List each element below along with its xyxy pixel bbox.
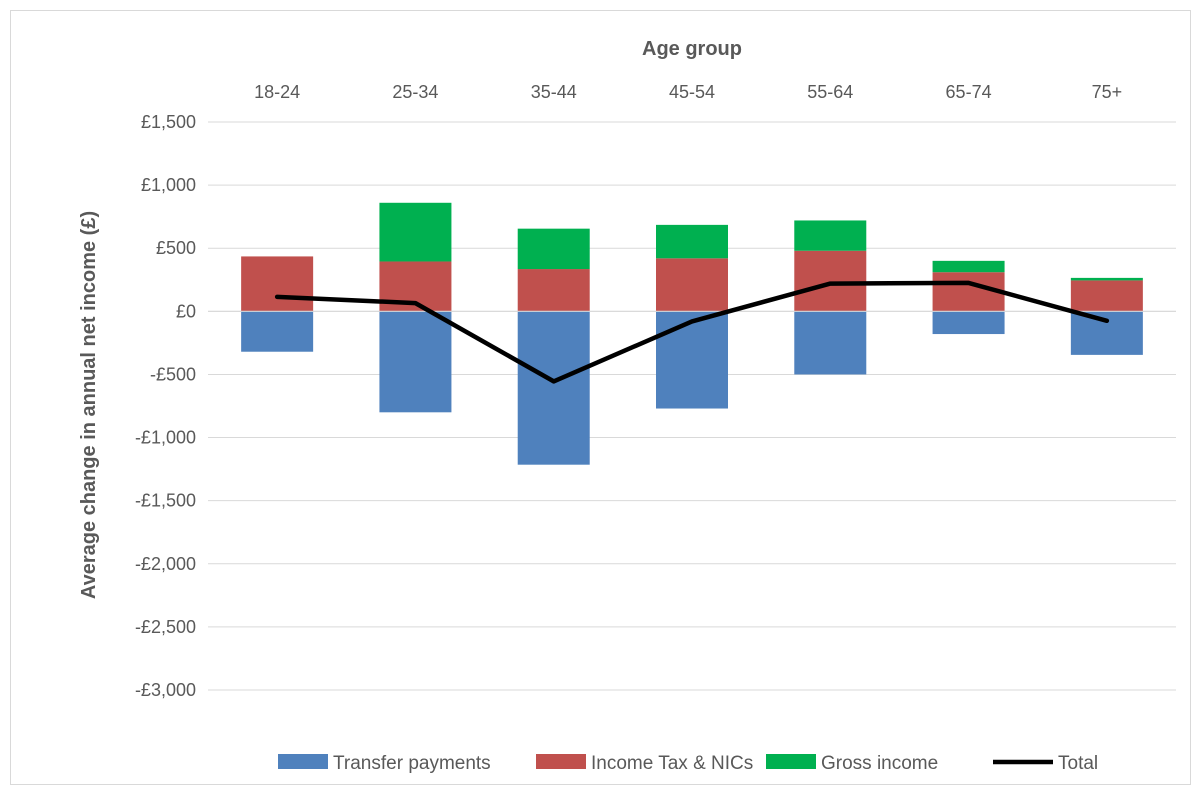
bar — [932, 311, 1005, 335]
bar — [794, 311, 867, 375]
legend-entry: Gross income — [766, 753, 938, 774]
legend-label: Transfer payments — [333, 753, 491, 774]
y-tick-label: -£2,000 — [135, 554, 196, 574]
bar — [517, 228, 590, 270]
x-tick-label: 45-54 — [669, 82, 715, 102]
x-tick-labels: 18-24 25-34 35-44 45-54 55-64 65-74 75+ — [254, 82, 1122, 102]
bar — [379, 311, 452, 413]
bar — [656, 258, 728, 312]
legend-entry: Transfer payments — [278, 753, 491, 774]
bar — [1070, 277, 1143, 281]
y-tick-label: £500 — [156, 238, 196, 258]
y-tick-label: -£500 — [150, 364, 196, 384]
bar — [1070, 280, 1143, 312]
legend-swatch — [278, 754, 328, 769]
bar — [656, 311, 728, 409]
x-tick-label: 65-74 — [946, 82, 992, 102]
x-tick-label: 75+ — [1092, 82, 1123, 102]
y-tick-label: -£1,500 — [135, 491, 196, 511]
y-tick-label: -£2,500 — [135, 617, 196, 637]
y-tick-label: -£1,000 — [135, 428, 196, 448]
y-axis-title: Average change in annual net income (£) — [78, 211, 100, 599]
bars — [241, 202, 1143, 465]
legend-entry: Income Tax & NICs — [536, 753, 753, 774]
y-tick-label: £1,500 — [141, 112, 196, 132]
bar — [794, 220, 867, 251]
total-line — [274, 280, 1110, 384]
bar — [1070, 311, 1143, 355]
gridlines — [208, 121, 1176, 691]
bar — [932, 260, 1005, 273]
bar — [379, 202, 452, 262]
bar — [656, 224, 728, 259]
bar — [241, 256, 314, 312]
x-tick-label: 35-44 — [531, 82, 577, 102]
x-tick-label: 25-34 — [392, 82, 438, 102]
legend-swatch — [766, 754, 816, 769]
chart-frame — [10, 10, 1191, 785]
legend-swatch — [536, 754, 586, 769]
legend-label: Gross income — [821, 753, 938, 774]
legend-label: Income Tax & NICs — [591, 753, 753, 774]
bar — [517, 269, 590, 312]
bar — [794, 250, 867, 312]
y-tick-label: £1,000 — [141, 175, 196, 195]
x-tick-label: 18-24 — [254, 82, 300, 102]
x-axis-title: Age group — [642, 38, 742, 60]
legend-entry: Total — [993, 753, 1098, 774]
x-tick-label: 55-64 — [807, 82, 853, 102]
y-tick-labels: £1,500 £1,000 £500 £0 -£500 -£1,000 -£1,500 -£2… — [135, 112, 196, 700]
bar — [241, 311, 314, 352]
legend-label: Total — [1058, 753, 1098, 774]
bar — [517, 311, 590, 465]
y-tick-label: -£3,000 — [135, 680, 196, 700]
y-tick-label: £0 — [176, 301, 196, 321]
legend: Transfer payments Income Tax & NICs Gross … — [278, 753, 1098, 774]
